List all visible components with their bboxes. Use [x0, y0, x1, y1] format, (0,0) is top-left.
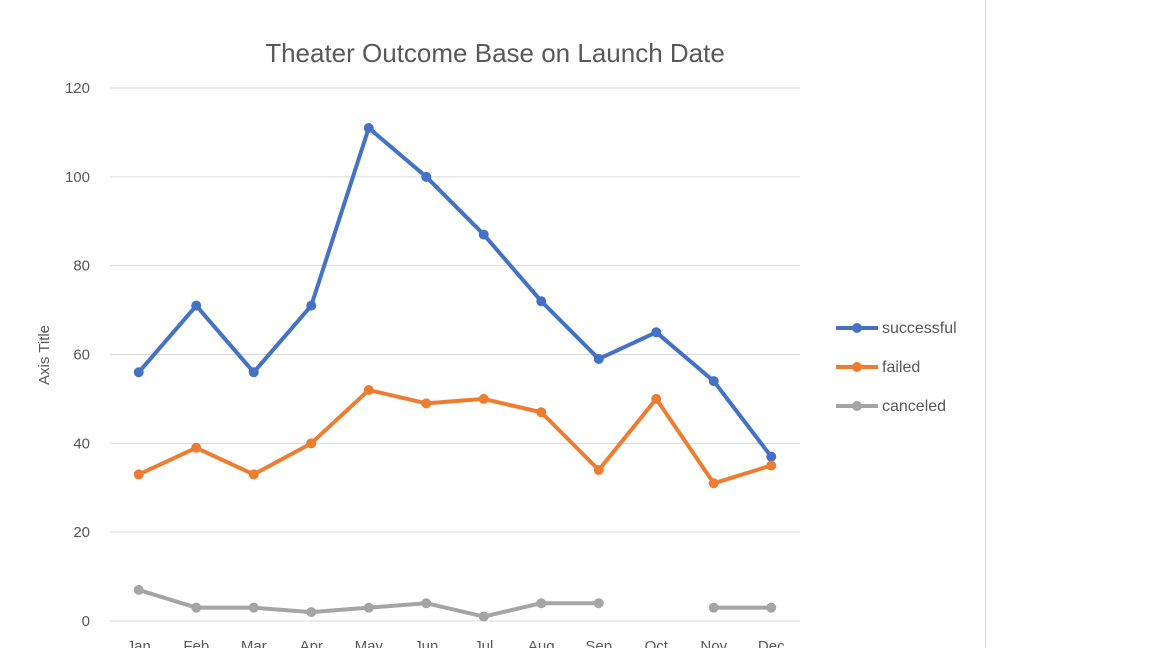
y-tick-label: 20: [73, 524, 90, 541]
x-tick-label: Jul: [474, 638, 493, 648]
x-tick-label: Sep: [585, 638, 612, 648]
y-tick-label: 120: [65, 80, 90, 97]
series-line-successful: [136, 125, 774, 459]
line-chart: Theater Outcome Base on Launch Date Axis…: [36, 38, 957, 648]
y-tick-labels: 0 20 40 60 80 100 120: [65, 80, 90, 630]
data-point-canceled: [363, 602, 374, 613]
chart-title: Theater Outcome Base on Launch Date: [265, 38, 725, 68]
legend-marker: [852, 362, 862, 372]
data-point-failed: [191, 442, 202, 453]
x-tick-label: Nov: [700, 638, 727, 648]
data-point-failed: [133, 469, 144, 480]
legend-label: failed: [882, 359, 920, 376]
legend-item-successful: successful: [836, 320, 957, 337]
y-tick-label: 40: [73, 435, 90, 452]
data-point-failed: [593, 464, 604, 475]
x-tick-label: Aug: [528, 638, 555, 648]
data-point-failed: [766, 460, 777, 471]
y-axis-title: Axis Title: [36, 325, 53, 385]
chart-area: Theater Outcome Base on Launch Date Axis…: [36, 0, 986, 648]
data-point-successful: [478, 229, 489, 240]
data-point-failed: [536, 407, 547, 418]
data-point-canceled: [536, 598, 547, 609]
legend-item-canceled: canceled: [836, 398, 946, 415]
series-lines: [133, 122, 777, 622]
data-point-successful: [133, 367, 144, 378]
data-point-successful: [363, 122, 374, 133]
legend-item-failed: failed: [836, 359, 920, 376]
data-point-canceled: [478, 611, 489, 622]
data-point-successful: [248, 367, 259, 378]
x-tick-label: Dec: [758, 638, 785, 648]
data-point-successful: [421, 171, 432, 182]
y-tick-label: 0: [82, 613, 90, 630]
x-tick-label: Mar: [241, 638, 267, 648]
data-point-failed: [363, 385, 374, 396]
legend-label: canceled: [882, 398, 946, 415]
data-point-successful: [593, 353, 604, 364]
series-successful: [133, 122, 777, 462]
y-tick-label: 60: [73, 347, 90, 364]
x-tick-label: Oct: [645, 638, 669, 648]
x-tick-label: May: [355, 638, 384, 648]
data-point-successful: [306, 300, 317, 311]
data-point-successful: [766, 451, 777, 462]
data-point-canceled: [421, 598, 432, 609]
data-point-canceled: [593, 598, 604, 609]
x-tick-label: Feb: [183, 638, 209, 648]
series-failed: [133, 385, 777, 489]
gridlines: [110, 87, 800, 622]
data-point-successful: [191, 300, 202, 311]
data-point-failed: [651, 393, 662, 404]
legend-label: successful: [882, 320, 957, 337]
data-point-canceled: [766, 602, 777, 613]
data-point-canceled: [133, 584, 144, 595]
data-point-successful: [536, 296, 547, 307]
data-point-failed: [478, 393, 489, 404]
data-point-canceled: [306, 607, 317, 618]
x-tick-label: Apr: [300, 638, 323, 648]
series-canceled: [133, 584, 777, 622]
data-point-failed: [306, 438, 317, 449]
data-point-canceled: [248, 602, 259, 613]
data-point-failed: [708, 478, 719, 489]
legend-marker: [852, 401, 862, 411]
data-point-successful: [708, 376, 719, 387]
legend: successful failed canceled: [836, 320, 957, 415]
series-line-failed: [136, 388, 774, 486]
data-point-canceled: [708, 602, 719, 613]
y-tick-label: 100: [65, 169, 90, 186]
data-point-successful: [651, 327, 662, 338]
data-point-failed: [421, 398, 432, 409]
legend-marker: [852, 323, 862, 333]
data-point-canceled: [191, 602, 202, 613]
y-tick-label: 80: [73, 258, 90, 275]
x-tick-labels: Jan Feb Mar Apr May Jun Jul Aug Sep Oct Nov Dec: [127, 638, 785, 648]
data-point-failed: [248, 469, 259, 480]
x-tick-label: Jun: [414, 638, 438, 648]
x-tick-label: Jan: [127, 638, 151, 648]
